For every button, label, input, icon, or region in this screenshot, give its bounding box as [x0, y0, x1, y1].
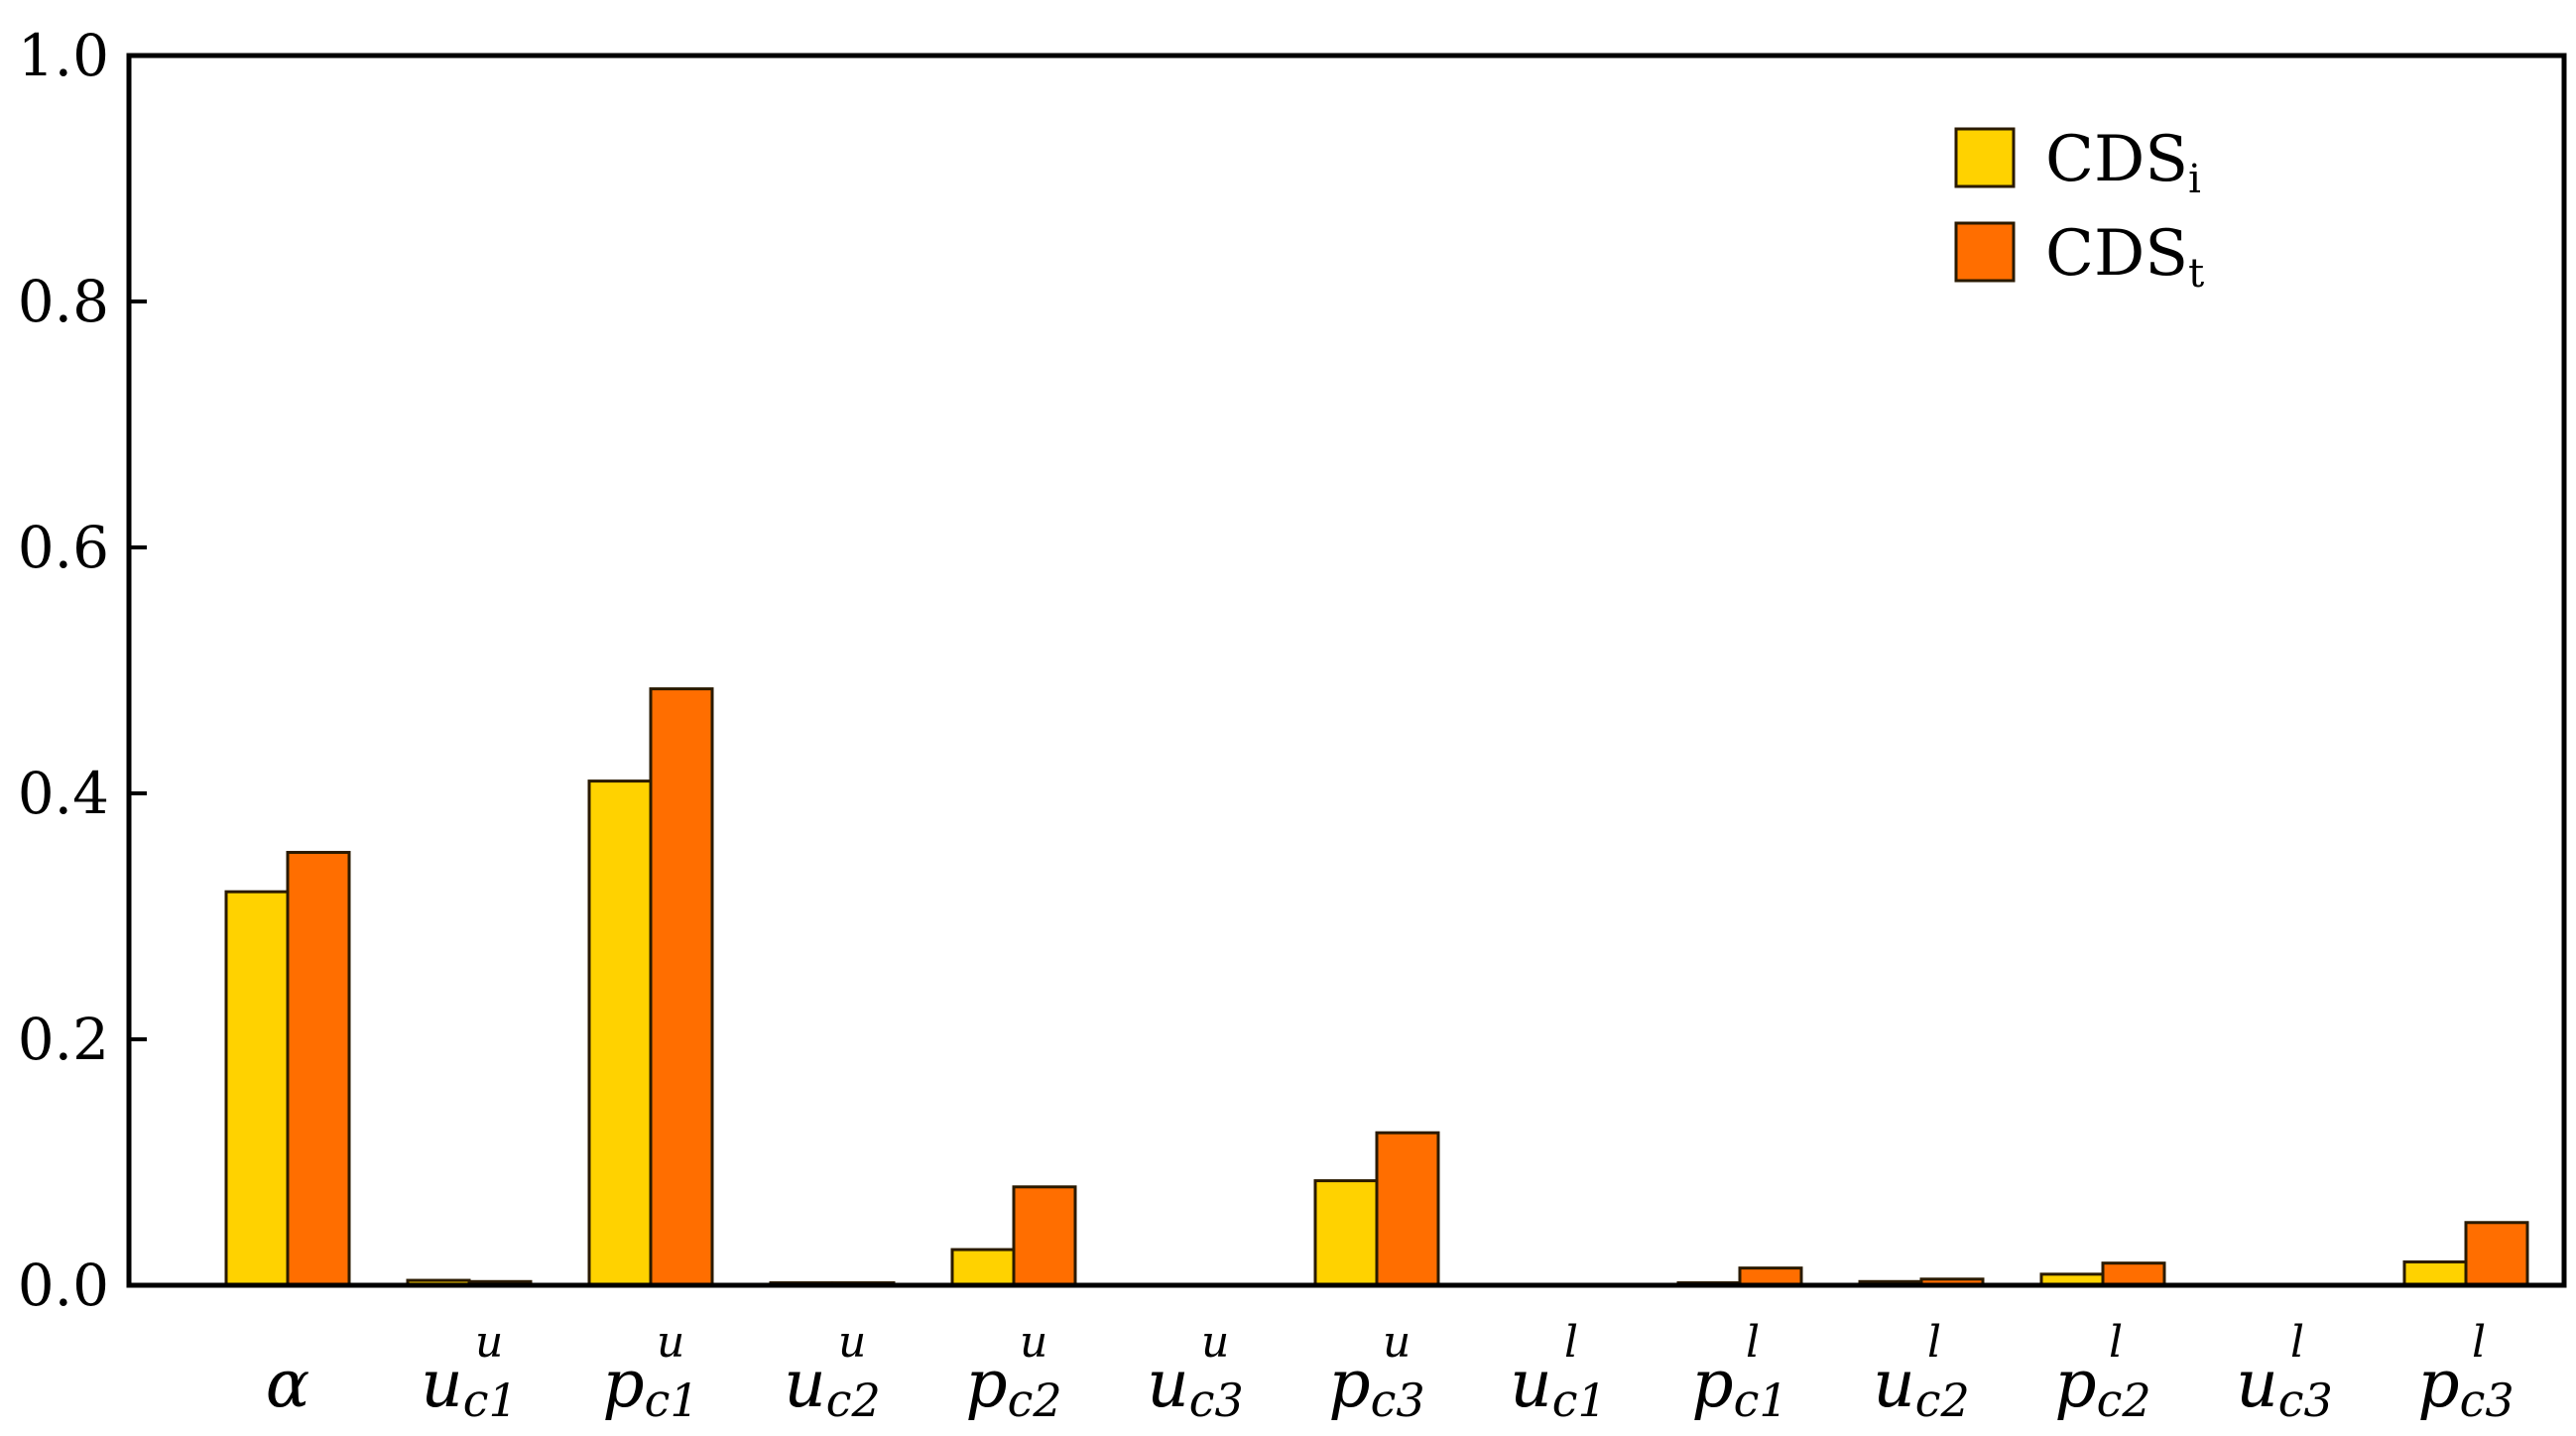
x-tick-label-sup: l: [2472, 1317, 2486, 1368]
x-tick-label: uc2: [784, 1346, 881, 1427]
bar-cds-i: [224, 890, 290, 1287]
legend-swatch: [1954, 127, 2016, 188]
x-tick-label-sup: l: [2290, 1317, 2304, 1368]
bar-cds-i: [1313, 1179, 1379, 1287]
x-tick-label: uc1: [1510, 1346, 1607, 1427]
x-tick-label: uc1: [421, 1346, 518, 1427]
x-tick-label: pc3: [1328, 1346, 1424, 1427]
bar-cds-i: [587, 779, 653, 1287]
x-tick-label: uc3: [2236, 1346, 2333, 1427]
bar-cds-i: [2402, 1259, 2468, 1287]
x-tick-label: pc2: [2054, 1346, 2150, 1427]
legend-swatch: [1954, 221, 2016, 283]
bars-group: [224, 687, 2529, 1287]
plot-frame: [126, 53, 2567, 1288]
legend: CDSi CDSt: [1954, 123, 2204, 297]
x-tick-label-sup: u: [475, 1317, 503, 1368]
x-tick-label: pc1: [602, 1346, 698, 1427]
bar-cds-t: [2101, 1261, 2166, 1287]
x-axis: α uc1upc1uuc2upc2uuc3upc3uuc1lpc1luc2lpc2…: [266, 1317, 2515, 1427]
bar-cds-i: [950, 1248, 1016, 1287]
x-tick-label-sup: l: [1927, 1317, 1941, 1368]
bar-cds-t: [1738, 1266, 1803, 1287]
x-tick-label-sup: u: [1201, 1317, 1229, 1368]
x-tick-label: pc1: [1691, 1346, 1787, 1427]
x-tick-label: pc2: [965, 1346, 1061, 1427]
bar-cds-t: [1375, 1131, 1440, 1287]
bar-cds-t: [1012, 1185, 1077, 1287]
x-tick-label-sup: u: [1383, 1317, 1411, 1368]
x-tick-label: α: [266, 1346, 310, 1422]
y-tick-label: 0.8: [18, 268, 109, 335]
x-tick-label-sup: l: [1564, 1317, 1578, 1368]
y-tick-label: 0.4: [18, 760, 109, 827]
x-tick-label: pc3: [2417, 1346, 2514, 1427]
x-tick-label-sup: l: [1746, 1317, 1760, 1368]
legend-label: CDSt: [2045, 217, 2204, 297]
legend-label: CDSi: [2045, 123, 2201, 202]
y-tick-label: 0.0: [18, 1252, 109, 1319]
bar-cds-t: [2464, 1221, 2529, 1287]
y-tick-label: 0.2: [18, 1006, 109, 1073]
bar-cds-t: [649, 687, 714, 1287]
bar-cds-t: [286, 851, 351, 1287]
y-axis: 0.0 0.2 0.4 0.6 0.8 1.0: [18, 22, 147, 1319]
x-tick-label-sup: u: [657, 1317, 684, 1368]
x-tick-label: uc2: [1873, 1346, 1970, 1427]
y-tick-label: 1.0: [18, 22, 109, 89]
x-tick-label-sup: l: [2109, 1317, 2123, 1368]
x-tick-label-sup: u: [838, 1317, 866, 1368]
y-tick-label: 0.6: [18, 514, 109, 581]
x-tick-label: uc3: [1147, 1346, 1244, 1427]
x-tick-label-sup: u: [1020, 1317, 1047, 1368]
